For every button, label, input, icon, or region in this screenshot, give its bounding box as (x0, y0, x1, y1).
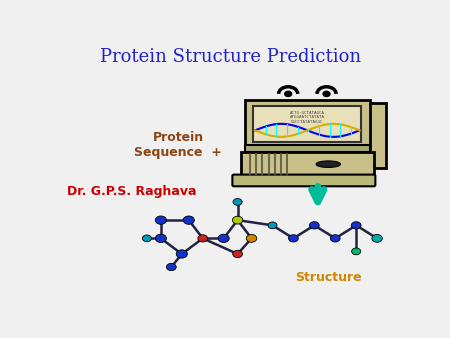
Text: Protein Structure Prediction: Protein Structure Prediction (100, 48, 361, 66)
Circle shape (218, 234, 229, 243)
FancyBboxPatch shape (253, 105, 361, 142)
Circle shape (183, 216, 194, 224)
Circle shape (285, 91, 292, 97)
Text: ACTG·GCTATAGCA
ATGGAATCTATATA
GGCCTATATAGGC: ACTG·GCTATAGCA ATGGAATCTATATA GGCCTATATA… (290, 111, 325, 124)
FancyBboxPatch shape (367, 103, 386, 168)
Text: Protein
Sequence  +: Protein Sequence + (135, 131, 222, 159)
Circle shape (198, 235, 207, 242)
FancyBboxPatch shape (245, 100, 370, 152)
Circle shape (323, 91, 330, 97)
Circle shape (372, 235, 382, 242)
Circle shape (330, 235, 340, 242)
Circle shape (351, 222, 361, 229)
FancyBboxPatch shape (232, 175, 375, 186)
Circle shape (268, 222, 277, 229)
Circle shape (288, 235, 298, 242)
Circle shape (166, 263, 176, 271)
Circle shape (310, 222, 319, 229)
Circle shape (246, 235, 257, 242)
FancyBboxPatch shape (241, 152, 374, 176)
Circle shape (155, 234, 166, 243)
Circle shape (155, 216, 166, 224)
Circle shape (176, 250, 187, 258)
Circle shape (233, 250, 243, 258)
FancyBboxPatch shape (245, 145, 370, 152)
Text: Structure: Structure (295, 271, 362, 284)
Circle shape (233, 198, 242, 205)
Circle shape (232, 216, 243, 224)
Circle shape (142, 235, 152, 242)
Ellipse shape (316, 161, 341, 167)
Text: Dr. G.P.S. Raghava: Dr. G.P.S. Raghava (67, 185, 196, 198)
Circle shape (351, 248, 361, 255)
